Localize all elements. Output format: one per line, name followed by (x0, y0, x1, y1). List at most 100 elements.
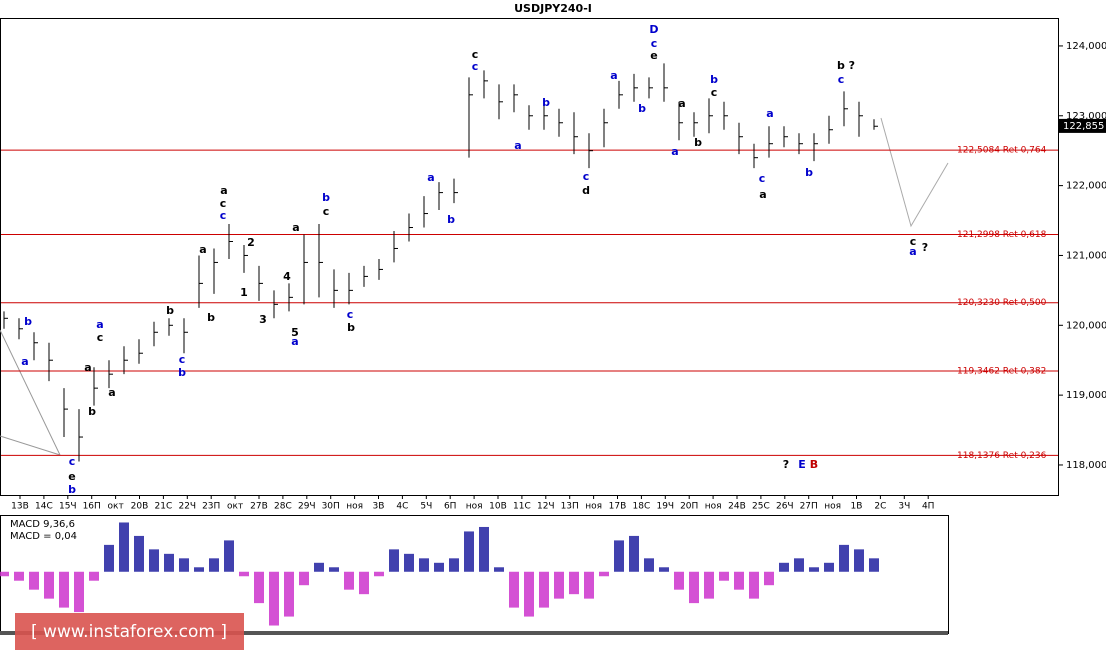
macd-bar (644, 558, 654, 572)
wave-label: b (322, 191, 330, 204)
macd-bar (794, 558, 804, 572)
y-tick-label: 122,000 (1066, 181, 1106, 192)
wave-label: c (651, 37, 658, 50)
level-label: 120,3230 Ret 0,500 (957, 298, 1047, 308)
y-tick-label: 118,000 (1066, 460, 1106, 471)
guide-line (0, 329, 61, 456)
x-tick-label: 23П (202, 502, 220, 512)
macd-bar (449, 558, 459, 572)
projection-line (880, 117, 949, 228)
macd-bar (824, 562, 834, 572)
macd-bar (134, 535, 144, 572)
x-tick-label: ноя (824, 502, 841, 512)
x-tick-label: 1В (851, 502, 863, 512)
macd-bar (434, 562, 444, 572)
x-tick-label: 28С (274, 502, 292, 512)
wave-label: E (798, 458, 806, 471)
x-tick-label: 13В (11, 502, 29, 512)
macd-bar (269, 571, 279, 626)
x-tick-label: 3В (373, 502, 385, 512)
macd-bar (704, 571, 714, 599)
macd-bar (329, 567, 339, 572)
wave-label: 4 (283, 270, 291, 283)
wave-label: b (347, 321, 355, 334)
macd-bar (374, 571, 384, 577)
macd-bar (149, 549, 159, 572)
macd-bar (164, 553, 174, 572)
x-tick-label: ноя (466, 502, 483, 512)
macd-bar (839, 544, 849, 572)
wave-label: a (108, 386, 115, 399)
x-tick-label: 18С (633, 502, 651, 512)
x-tick-label: 17В (609, 502, 627, 512)
level-label: 121,2998 Ret 0,618 (957, 230, 1047, 240)
x-tick-label: 13П (561, 502, 579, 512)
wave-label: 5 (291, 326, 299, 339)
wave-label: a (678, 97, 685, 110)
level-label: 118,1376 Ret 0,236 (957, 451, 1047, 461)
macd-bar (104, 544, 114, 572)
x-tick-label: 2С (874, 502, 886, 512)
x-tick-label: ноя (585, 502, 602, 512)
wave-label: a (766, 107, 773, 120)
price-box (1059, 118, 1106, 133)
x-tick-label: 11С (513, 502, 531, 512)
wave-label: c (472, 48, 479, 61)
y-tick-label: 121,000 (1066, 250, 1106, 261)
y-tick-label: 119,000 (1066, 390, 1106, 401)
x-tick-label: ноя (346, 502, 363, 512)
macd-bar (509, 571, 519, 608)
macd-bar (524, 571, 534, 617)
wave-label: b ? (837, 59, 855, 72)
macd-bar (854, 549, 864, 572)
level-label: 122,5084 Ret 0,764 (957, 146, 1047, 156)
x-tick-label: 14С (35, 502, 53, 512)
macd-bar (74, 571, 84, 613)
wave-label: b (805, 166, 813, 179)
y-tick-label: 120,000 (1066, 320, 1106, 331)
x-tick-label: 29Ч (298, 502, 316, 512)
wave-label: c (910, 235, 917, 248)
x-tick-label: 20П (680, 502, 698, 512)
wave-label: c (220, 209, 227, 222)
wave-label: a (427, 171, 434, 184)
x-tick-label: 6П (444, 502, 457, 512)
macd-bar (44, 571, 54, 599)
x-tick-label: 12Ч (537, 502, 555, 512)
wave-label: ? (783, 458, 789, 471)
wave-label: B (810, 458, 818, 471)
wave-label: c (97, 331, 104, 344)
wave-label: D (649, 23, 658, 36)
x-tick-label: 5Ч (420, 502, 432, 512)
x-tick-label: 10В (489, 502, 507, 512)
x-tick-label: 3Ч (898, 502, 910, 512)
wave-label: 1 (240, 286, 248, 299)
wave-label: c (583, 170, 590, 183)
macd-bar (254, 571, 264, 604)
macd-bar (749, 571, 759, 599)
macd-bar (674, 571, 684, 590)
wave-label: c (347, 308, 354, 321)
wave-label: c (69, 455, 76, 468)
watermark-text: [ www.instaforex.com ] (31, 622, 227, 642)
wave-label: b (207, 311, 215, 324)
macd-bar (869, 558, 879, 572)
panel-separator (0, 631, 948, 635)
wave-label: c (711, 86, 718, 99)
wave-label: 3 (259, 313, 267, 326)
macd-bar (314, 562, 324, 572)
level-label: 119,3462 Ret 0,382 (957, 366, 1046, 376)
macd-bar (569, 571, 579, 595)
x-tick-label: 22Ч (178, 502, 196, 512)
x-tick-label: 26Ч (776, 502, 794, 512)
x-tick-label: 30П (322, 502, 340, 512)
macd-bar (344, 571, 354, 590)
wave-label: a (759, 188, 766, 201)
wave-label: a (84, 361, 91, 374)
x-tick-label: 27В (250, 502, 268, 512)
wave-label: b (178, 366, 186, 379)
main-panel (0, 18, 1059, 496)
macd-bar (224, 540, 234, 572)
macd-bar (614, 540, 624, 572)
macd-bar (239, 571, 249, 577)
